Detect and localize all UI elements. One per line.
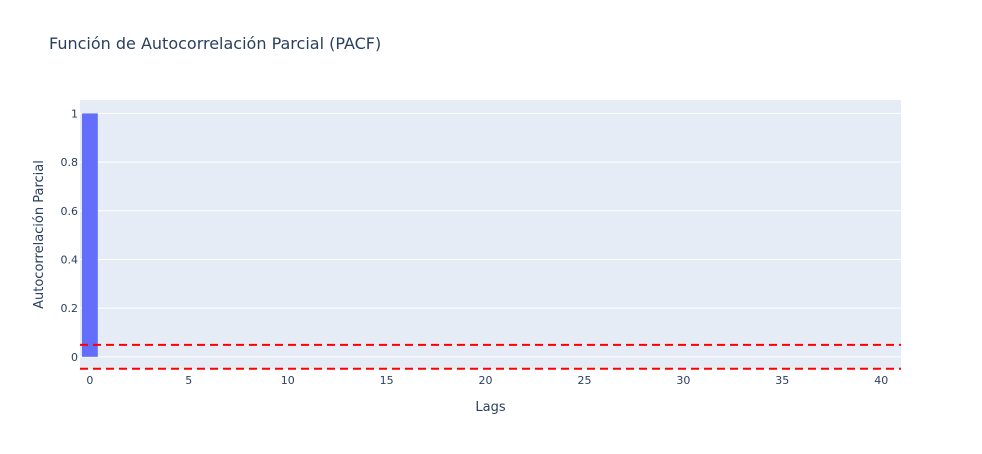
- grid-lines: [80, 112, 901, 358]
- y-tick-label: 0.8: [61, 156, 79, 169]
- x-tick-label: 10: [281, 374, 295, 387]
- x-tick-label: 15: [380, 374, 394, 387]
- x-tick-label: 0: [86, 374, 93, 387]
- x-tick-label: 5: [185, 374, 192, 387]
- y-axis-title: Autocorrelación Parcial: [32, 160, 47, 309]
- x-tick-label: 30: [676, 374, 690, 387]
- x-tick-label: 35: [775, 374, 789, 387]
- x-axis-ticks: 0 5 10 15 20 25 30 35 40: [86, 374, 888, 387]
- x-tick-label: 25: [577, 374, 591, 387]
- confidence-lines: [80, 343, 901, 370]
- pacf-bar: [81, 113, 98, 357]
- x-axis-title: Lags: [475, 400, 505, 415]
- y-tick-label: 1: [71, 107, 78, 120]
- y-tick-label: 0.6: [61, 205, 79, 218]
- x-tick-label: 20: [479, 374, 493, 387]
- plot-area-background: [80, 100, 901, 369]
- y-tick-label: 0.2: [61, 302, 79, 315]
- x-tick-label: 40: [874, 374, 888, 387]
- chart-title: Función de Autocorrelación Parcial (PACF…: [49, 34, 382, 53]
- y-tick-label: 0.4: [61, 253, 79, 266]
- y-tick-label: 0: [71, 351, 78, 364]
- y-axis-ticks: 0 0.2 0.4 0.6 0.8 1: [61, 107, 79, 363]
- bar-series: [81, 113, 98, 357]
